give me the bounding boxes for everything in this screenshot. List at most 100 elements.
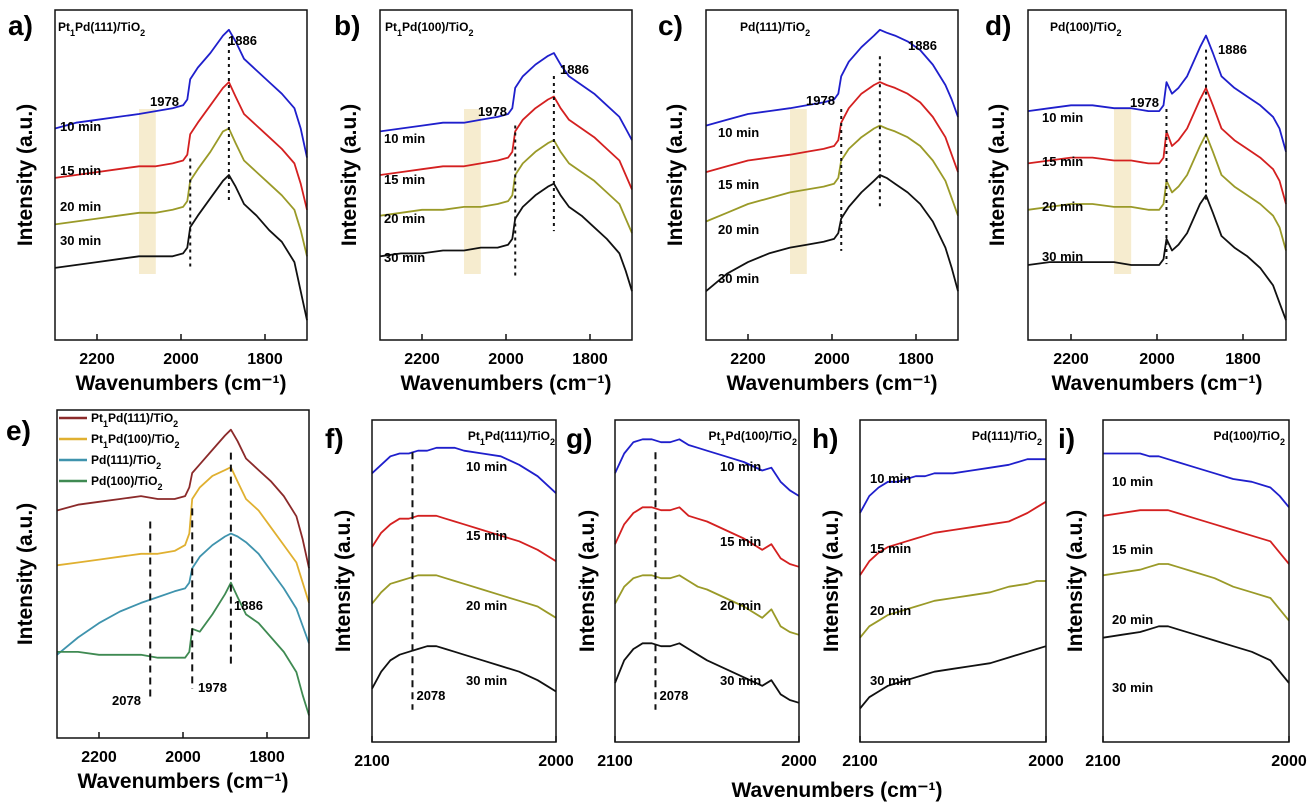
series-label-a-1: 15 min bbox=[60, 163, 101, 178]
panel-label-i: i) bbox=[1058, 423, 1075, 454]
panel-label-g: g) bbox=[566, 423, 592, 454]
legend-label-2: Pd(111)/TiO2 bbox=[91, 453, 161, 471]
series-line-i-0 bbox=[1103, 452, 1290, 508]
series-group-f bbox=[371, 446, 557, 693]
x-tick-label-a-2200: 2200 bbox=[79, 351, 115, 368]
series-group-b bbox=[379, 52, 633, 292]
series-label-c-2: 20 min bbox=[718, 222, 759, 237]
panel-title-b: Pt1Pd(100)/TiO2 bbox=[385, 20, 474, 38]
highlight-band bbox=[139, 109, 156, 274]
panel-label-d: d) bbox=[985, 10, 1011, 41]
x-axis-label-d: Wavenumbers (cm⁻¹) bbox=[1051, 372, 1262, 395]
series-label-f-1: 15 min bbox=[466, 528, 507, 543]
series-group-g bbox=[614, 438, 800, 704]
series-label-d-1: 15 min bbox=[1042, 154, 1083, 169]
series-label-g-0: 10 min bbox=[720, 459, 761, 474]
peak-label-e-1978: 1978 bbox=[198, 680, 227, 695]
panel-label-b: b) bbox=[334, 10, 360, 41]
series-line-e-2 bbox=[56, 532, 310, 656]
series-label-f-0: 10 min bbox=[466, 459, 507, 474]
series-line-e-3 bbox=[57, 581, 310, 716]
series-label-a-3: 30 min bbox=[60, 233, 101, 248]
series-label-h-3: 30 min bbox=[870, 673, 911, 688]
series-line-i-1 bbox=[1102, 509, 1290, 565]
plot-frame-i bbox=[1102, 419, 1290, 743]
series-label-d-2: 20 min bbox=[1042, 199, 1083, 214]
series-label-d-3: 30 min bbox=[1042, 249, 1083, 264]
x-tick-label-b-2200: 2200 bbox=[404, 351, 440, 368]
panel-title-g: Pt1Pd(100)/TiO2 bbox=[709, 429, 798, 447]
panel-label-f: f) bbox=[325, 423, 344, 454]
series-line-i-2 bbox=[1102, 563, 1290, 622]
series-label-i-1: 15 min bbox=[1112, 542, 1153, 557]
series-group-d bbox=[1027, 34, 1287, 321]
legend-label-3: Pd(100)/TiO2 bbox=[91, 474, 162, 492]
panel-title-h: Pd(111)/TiO2 bbox=[972, 429, 1042, 447]
panel-label-a: a) bbox=[8, 10, 33, 41]
series-line-g-3 bbox=[614, 642, 800, 704]
series-line-h-2 bbox=[859, 580, 1046, 639]
x-tick-label-i-2100: 2100 bbox=[1085, 753, 1121, 770]
shared-x-axis-label: Wavenumbers (cm⁻¹) bbox=[731, 779, 942, 802]
panel-label-h: h) bbox=[812, 423, 838, 454]
series-label-f-3: 30 min bbox=[466, 673, 507, 688]
x-tick-label-h-2100: 2100 bbox=[842, 753, 878, 770]
series-line-b-0 bbox=[379, 52, 633, 141]
panel-label-c: c) bbox=[658, 10, 683, 41]
plot-frame-g bbox=[614, 419, 800, 743]
series-group-i bbox=[1102, 452, 1290, 684]
x-tick-label-a-2000: 2000 bbox=[163, 351, 199, 368]
panel-title-c: Pd(111)/TiO2 bbox=[740, 20, 810, 38]
plot-frame-f bbox=[371, 419, 557, 743]
series-label-d-0: 10 min bbox=[1042, 110, 1083, 125]
peak-label-a-1886: 1886 bbox=[228, 33, 257, 48]
series-line-a-2 bbox=[54, 127, 308, 257]
x-axis-label-c: Wavenumbers (cm⁻¹) bbox=[726, 372, 937, 395]
series-line-f-1 bbox=[371, 514, 557, 562]
series-label-i-2: 20 min bbox=[1112, 612, 1153, 627]
panel-d: d) 1978 1886 2200 2000 1800 Intensity (a.u.) Wa… bbox=[985, 9, 1287, 395]
series-label-c-1: 15 min bbox=[718, 177, 759, 192]
x-axis-label-a: Wavenumbers (cm⁻¹) bbox=[75, 372, 286, 395]
series-line-c-0 bbox=[705, 28, 959, 127]
series-line-i-3 bbox=[1102, 625, 1290, 684]
series-label-c-3: 30 min bbox=[718, 271, 759, 286]
series-line-b-3 bbox=[379, 182, 633, 292]
series-label-b-3: 30 min bbox=[384, 250, 425, 265]
series-line-g-2 bbox=[614, 574, 800, 636]
series-line-c-1 bbox=[705, 81, 959, 173]
x-tick-label-d-2000: 2000 bbox=[1139, 351, 1175, 368]
y-axis-label-e: Intensity (a.u.) bbox=[14, 503, 37, 645]
panel-b: b) 1978 1886 2200 2000 1800 Intensity (a.u.) Wa… bbox=[334, 9, 633, 395]
x-tick-label-c-2200: 2200 bbox=[730, 351, 766, 368]
highlight-band bbox=[1114, 109, 1132, 274]
x-tick-label-b-2000: 2000 bbox=[488, 351, 524, 368]
series-line-a-3 bbox=[54, 174, 308, 321]
x-tick-label-h-2000: 2000 bbox=[1028, 753, 1064, 770]
y-axis-label-a: Intensity (a.u.) bbox=[14, 104, 37, 246]
x-axis-label-e: Wavenumbers (cm⁻¹) bbox=[77, 770, 288, 793]
peak-label-b-1886: 1886 bbox=[560, 62, 589, 77]
series-line-h-1 bbox=[859, 500, 1047, 576]
panel-title-d: Pd(100)/TiO2 bbox=[1050, 20, 1121, 38]
x-tick-label-g-2000: 2000 bbox=[781, 753, 817, 770]
x-tick-label-e-1800: 1800 bbox=[249, 749, 285, 766]
peak-label-c-1978: 1978 bbox=[806, 93, 835, 108]
series-line-d-2 bbox=[1027, 133, 1287, 251]
series-group-c bbox=[705, 28, 959, 292]
panel-title-a: Pt1Pd(111)/TiO2 bbox=[58, 20, 145, 38]
peak-label-c-1886: 1886 bbox=[908, 38, 937, 53]
series-line-e-1 bbox=[56, 466, 310, 604]
x-tick-label-b-1800: 1800 bbox=[572, 351, 608, 368]
series-label-g-1: 15 min bbox=[720, 534, 761, 549]
series-label-a-0: 10 min bbox=[60, 119, 101, 134]
panel-a: a) 1978 1886 2200 2000 1800 Intensity (a.u.) Wa… bbox=[8, 9, 308, 395]
panel-label-e: e) bbox=[6, 415, 31, 446]
plot-frame-h bbox=[859, 419, 1047, 743]
series-label-i-0: 10 min bbox=[1112, 474, 1153, 489]
series-label-h-1: 15 min bbox=[870, 541, 911, 556]
y-axis-label-i: Intensity (a.u.) bbox=[1064, 510, 1087, 652]
x-tick-label-e-2200: 2200 bbox=[81, 749, 117, 766]
x-axis-label-b: Wavenumbers (cm⁻¹) bbox=[400, 372, 611, 395]
